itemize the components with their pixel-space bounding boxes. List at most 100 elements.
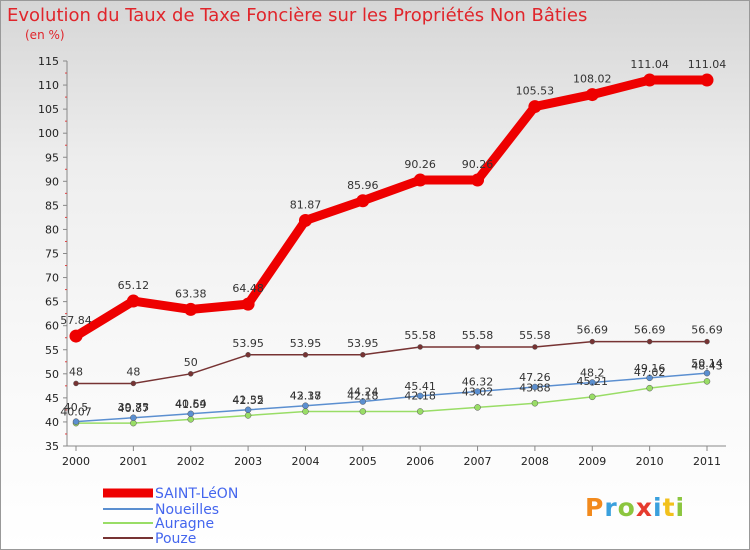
data-label: 47.26	[519, 371, 551, 384]
data-label: 63.38	[175, 287, 207, 300]
data-label: 81.87	[290, 198, 322, 211]
y-tick-label: 45	[45, 392, 59, 405]
data-label: 43.02	[462, 385, 494, 398]
series-line-2	[75, 380, 708, 424]
logo-letter: P	[585, 493, 605, 522]
series-point	[474, 404, 481, 411]
data-label: 43.37	[290, 390, 322, 403]
data-label: 40.07	[60, 406, 92, 419]
data-label: 45.21	[577, 375, 609, 388]
data-label: 57.84	[60, 314, 92, 327]
data-label: 55.58	[462, 329, 494, 342]
data-label: 48.2	[580, 366, 605, 379]
data-label: 40.5	[64, 401, 89, 414]
data-label: 56.69	[634, 324, 666, 337]
series-point	[643, 73, 657, 87]
y-tick-label: 85	[45, 199, 59, 212]
chart-subtitle: (en %)	[25, 28, 65, 42]
data-label: 90.26	[404, 158, 436, 171]
data-label: 56.69	[691, 324, 723, 337]
x-tick-label: 2004	[291, 455, 319, 468]
series-point	[531, 383, 539, 391]
series-point	[359, 398, 367, 405]
series-point	[416, 408, 424, 415]
y-tick-label: 65	[45, 296, 59, 309]
series-point	[416, 392, 424, 400]
data-label: 40.87	[118, 402, 150, 415]
legend-label: Noueilles	[155, 502, 219, 518]
x-tick-label: 2006	[406, 455, 434, 468]
legend-label: SAINT-LéON	[155, 486, 238, 502]
series-point	[585, 88, 599, 102]
series-line-0	[71, 75, 712, 341]
y-tick-label: 70	[45, 272, 59, 285]
y-tick-label: 55	[45, 344, 59, 357]
logo-letter: i	[675, 493, 686, 522]
data-label: 48	[126, 365, 140, 378]
data-label: 40.54	[175, 397, 207, 410]
series-point	[302, 352, 309, 358]
data-label: 47.02	[634, 366, 666, 379]
series-point	[646, 384, 653, 392]
data-label: 108.02	[573, 73, 612, 86]
series-point	[589, 338, 596, 345]
series-line-1	[75, 372, 708, 423]
series-point	[359, 408, 367, 415]
series-point	[646, 338, 653, 345]
logo-letter: x	[635, 493, 653, 522]
series-point	[244, 412, 252, 419]
series-point	[474, 344, 481, 350]
series-point	[589, 379, 596, 386]
data-label: 41.35	[232, 393, 264, 406]
series-point	[130, 380, 137, 387]
data-label: 111.04	[688, 58, 727, 71]
series-point	[417, 344, 423, 350]
y-tick-label: 90	[45, 175, 59, 188]
logo-letter: i	[653, 493, 663, 522]
series-point	[471, 173, 485, 187]
data-label: 48.43	[691, 359, 723, 372]
logo-letter: r	[604, 493, 618, 522]
legend-label: Pouze	[155, 531, 196, 547]
data-label: 48	[69, 365, 83, 378]
series-point	[187, 371, 194, 377]
data-label: 45.41	[404, 380, 436, 393]
series-point	[589, 393, 596, 401]
x-tick-label: 2011	[693, 455, 721, 468]
y-tick-label: 60	[45, 320, 59, 333]
y-tick-label: 75	[45, 248, 59, 261]
x-tick-label: 2005	[349, 455, 377, 468]
data-label: 50	[184, 356, 198, 369]
series-point	[130, 414, 137, 422]
series-point	[298, 213, 312, 227]
y-tick-label: 35	[45, 440, 59, 453]
series-line-3	[75, 340, 708, 385]
data-label: 50.14	[691, 357, 723, 370]
series-point	[700, 73, 714, 87]
data-label: 56.69	[577, 324, 609, 337]
series-point	[241, 297, 255, 311]
series-point	[531, 400, 539, 407]
series-point	[360, 352, 366, 358]
data-label: 44.24	[347, 386, 379, 399]
logo-letter: o	[617, 493, 636, 522]
data-label: 42.18	[347, 389, 379, 402]
y-tick-label: 80	[45, 223, 59, 236]
logo-letter: t	[662, 493, 676, 522]
series-point	[356, 194, 370, 208]
series-point	[187, 416, 194, 423]
series-point	[532, 344, 538, 350]
y-tick-label: 110	[38, 79, 59, 92]
series-point	[244, 406, 252, 414]
x-tick-label: 2000	[62, 455, 90, 468]
series-point	[474, 388, 481, 395]
plot-area	[67, 61, 726, 446]
series-point	[413, 173, 427, 187]
x-tick-label: 2008	[521, 455, 549, 468]
legend-label: Auragne	[155, 516, 214, 532]
data-label: 65.12	[118, 279, 150, 292]
data-label: 41.69	[175, 398, 207, 411]
y-tick-label: 50	[45, 368, 59, 381]
data-label: 53.95	[290, 337, 322, 350]
